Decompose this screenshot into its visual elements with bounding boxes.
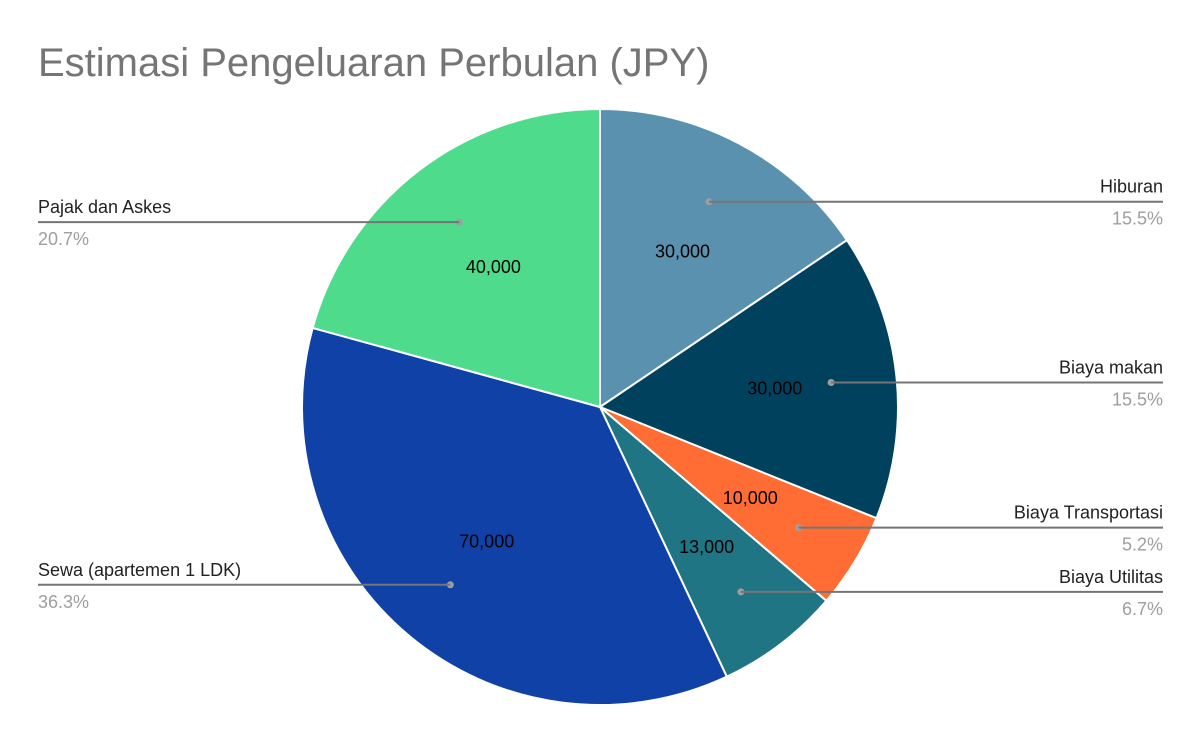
pie-slices	[301, 107, 899, 706]
value-label-biaya-utilitas: 13,000	[679, 537, 734, 557]
percent-label-biaya-utilitas: 6.7%	[1122, 599, 1163, 619]
slice-sewa-apartemen-1-ldk	[301, 326, 729, 706]
value-label-hiburan: 30,000	[655, 242, 710, 262]
percent-label-pajak-dan-askes: 20.7%	[38, 229, 89, 249]
category-label-biaya-utilitas: Biaya Utilitas	[1059, 567, 1163, 587]
value-label-biaya-makan: 30,000	[747, 378, 802, 398]
slice-biaya-makan	[597, 238, 899, 520]
value-labels: 30,000 30,000 10,000 13,000 70,000 40,000	[459, 242, 802, 557]
percent-label-sewa-apartemen-1-ldk: 36.3%	[38, 592, 89, 612]
slice-biaya-utilitas	[599, 406, 828, 679]
category-label-biaya-makan: Biaya makan	[1059, 358, 1163, 378]
category-label-hiburan: Hiburan	[1100, 177, 1163, 197]
value-label-pajak-dan-askes: 40,000	[466, 257, 521, 277]
slice-pajak-dan-askes	[311, 107, 601, 409]
value-label-biaya-transportasi: 10,000	[723, 488, 778, 508]
slice-hiburan	[599, 107, 849, 409]
category-labels: Hiburan 15.5% Biaya makan 15.5% Biaya Transp…	[38, 177, 1163, 619]
category-label-pajak-dan-askes: Pajak dan Askes	[38, 197, 171, 217]
percent-label-biaya-transportasi: 5.2%	[1122, 535, 1163, 555]
percent-label-biaya-makan: 15.5%	[1112, 390, 1163, 410]
percent-label-hiburan: 15.5%	[1112, 209, 1163, 229]
category-label-biaya-transportasi: Biaya Transportasi	[1014, 503, 1163, 523]
value-label-sewa-apartemen-1-ldk: 70,000	[459, 532, 514, 552]
chart-title: Estimasi Pengeluaran Perbulan (JPY)	[38, 41, 709, 85]
category-label-sewa-apartemen-1-ldk: Sewa (apartemen 1 LDK)	[38, 560, 241, 580]
leader-lines	[38, 198, 1163, 596]
